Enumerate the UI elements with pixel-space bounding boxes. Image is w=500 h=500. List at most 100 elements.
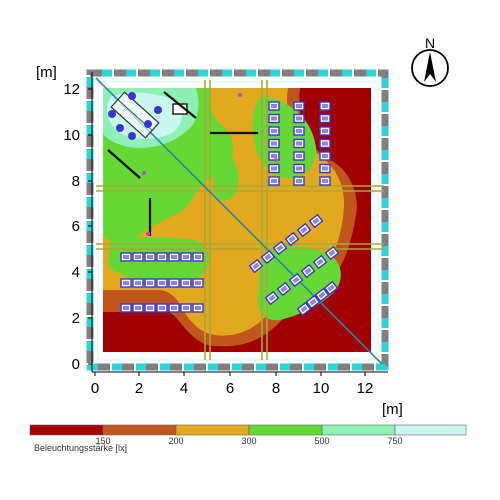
legend-swatch [321,424,396,436]
luminaire-icon [132,252,144,262]
luminaire-icon [308,213,324,229]
zone-500-center [213,150,239,201]
luminaire-layer [108,92,340,317]
legend-swatch [102,424,177,436]
luminaire-icon [268,138,280,149]
x-tick-label: 2 [135,380,143,397]
outer-wall [86,69,389,371]
luminaire-icon [132,278,144,288]
y-tick-label: 4 [72,264,80,281]
luminaire-icon [323,280,339,296]
luminaire-icon [319,101,331,111]
structural-grid [96,80,384,360]
luminaire-icon [264,290,280,306]
luminaire-icon [180,278,192,288]
markers [142,93,278,236]
luminaire-icon [120,278,132,288]
luminaire-icon [319,163,331,174]
luminaire-icon [180,252,192,262]
y-tick-label: 6 [72,218,80,235]
downlight-icon [128,132,136,140]
luminaire-icon [132,303,144,313]
luminaire-icon [168,303,180,313]
window-band [86,69,389,371]
y-tick-label: 8 [72,173,80,190]
luminaire-icon [120,303,132,313]
luminaire-icon [296,222,312,238]
luminaire-icon [305,294,321,310]
y-axis-unit: [m] [36,64,57,81]
luminaire-icon [314,287,330,303]
luminaire-icon [319,113,331,124]
compass-letter: N [425,35,435,51]
room-walls [86,69,389,371]
luminaire-icon [120,252,132,262]
luminaire-icon [293,151,305,161]
downlight-icon [108,110,116,118]
legend-swatch [29,424,104,436]
luminaire-icon [312,254,328,270]
x-tick-label: 0 [91,380,99,397]
downlight-icon [116,124,124,132]
luminaire-icon [260,249,276,265]
x-tick-label: 8 [272,380,280,397]
downlight-icon [128,92,136,100]
legend-label: 750 [387,436,402,446]
marker-dot [146,232,150,236]
north-arrow: N [411,35,449,87]
luminaire-icon [296,301,312,317]
luminaire-icon [268,113,280,124]
luminaire-icon [192,278,204,288]
luminaire-icon [168,278,180,288]
luminaire-icon [156,303,168,313]
luminaire-icon [300,263,316,279]
partition-1 [163,91,197,119]
inner-wall [97,81,379,361]
luminaire-icon [293,101,305,111]
downlight-icon [144,120,152,128]
luminaire-icon [276,281,292,297]
legend-label: 200 [168,436,183,446]
luminaire-icon [144,303,156,313]
luminaire-icon [319,151,331,161]
legend-label: 150 [95,436,110,446]
x-tick-label: 6 [226,380,234,397]
marker-dot [238,93,242,97]
y-axis: [m] 0 2 4 6 8 10 12 [36,64,93,373]
x-tick-label: 4 [180,380,188,397]
compass-ring [411,49,449,87]
luminaire-icon [248,258,264,274]
luminaire-icon [156,252,168,262]
luminaire-icon [268,101,280,111]
legend-label: 300 [241,436,256,446]
luminaire-icon [293,163,305,174]
legend-swatch [175,424,250,436]
north-arrow-icon [424,52,436,82]
y-tick-label: 12 [63,81,80,98]
luminaire-icon [319,138,331,149]
luminaire-icon [293,113,305,124]
luminaire-icon [168,252,180,262]
downlight-icon [154,106,162,114]
luminaire-icon [268,126,280,136]
luminaire-icon [293,176,305,186]
luminaire-icon [144,252,156,262]
x-tick-label: 12 [357,380,374,397]
partition-3 [107,149,141,179]
luminaire-icon [268,176,280,186]
legend-title: Beleuchtungsstärke [lx] [34,443,127,453]
luminaire-icon [180,303,192,313]
y-tick-label: 10 [63,127,80,144]
y-tick-label: 0 [72,356,80,373]
luminaire-icon [268,163,280,174]
luminaire-icon [284,231,300,247]
x-axis-unit: [m] [382,401,403,418]
luminaire-icon [293,126,305,136]
luminaire-icon [324,245,340,261]
x-axis: [m] 0 2 4 6 8 10 12 [91,371,403,418]
luminaire-icon [319,176,331,186]
luminaire-icon [272,240,288,256]
luminaire-icon [144,278,156,288]
luminaire-icon [288,272,304,288]
